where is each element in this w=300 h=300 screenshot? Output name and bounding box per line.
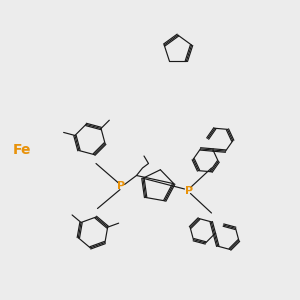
Text: Fe: Fe (13, 143, 32, 157)
Text: P: P (117, 181, 126, 191)
Text: P: P (185, 185, 193, 196)
